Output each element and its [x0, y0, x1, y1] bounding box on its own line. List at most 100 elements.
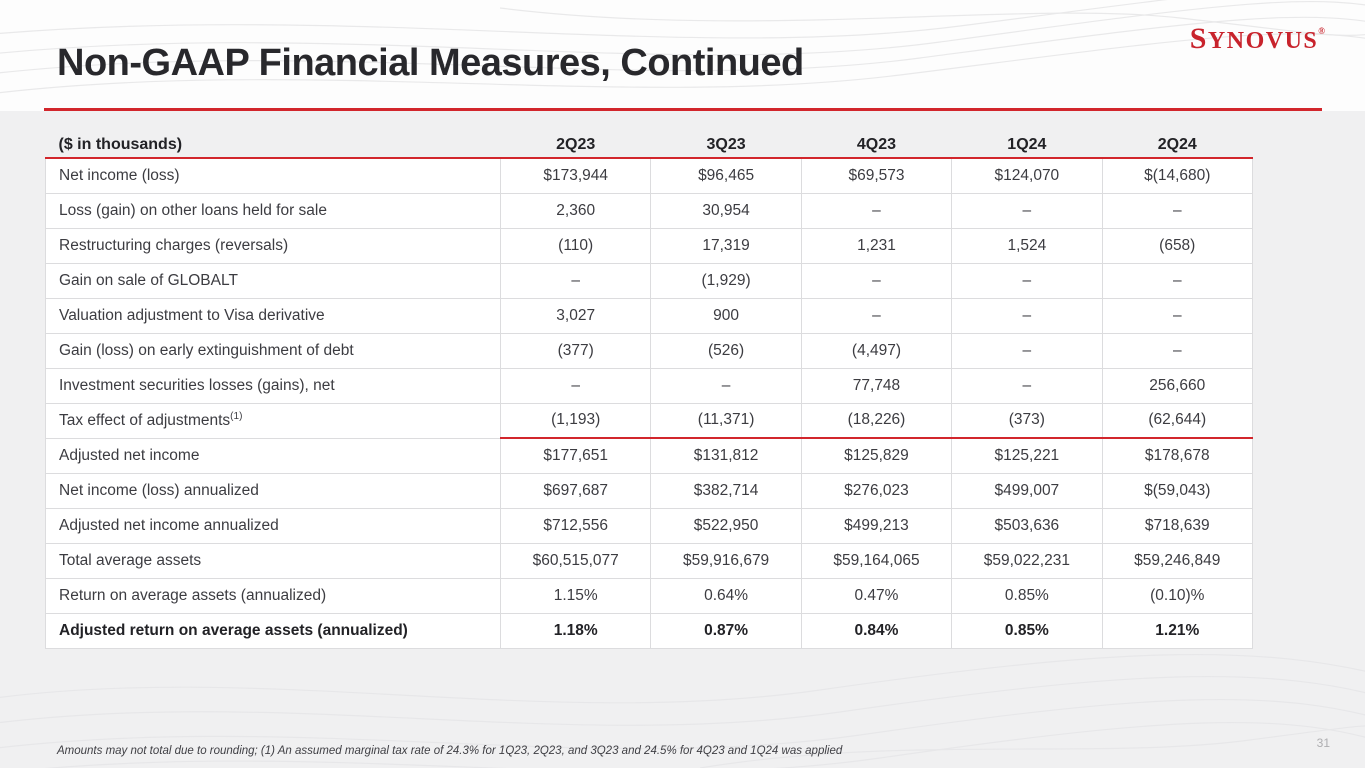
table-cell: 256,660: [1101, 368, 1253, 404]
table-cell: 3,027: [499, 298, 651, 334]
financial-table-container: ($ in thousands) 2Q23 3Q23 4Q23 1Q24 2Q24 Ne…: [45, 132, 1253, 649]
row-label: Net income (loss) annualized: [45, 473, 501, 509]
table-cell: $177,651: [499, 438, 651, 474]
table-row: Restructuring charges (reversals) (110) 17…: [45, 228, 1253, 264]
table-cell: 900: [650, 298, 802, 334]
table-cell: –: [951, 368, 1103, 404]
table-cell: $125,221: [951, 438, 1103, 474]
table-cell: $178,678: [1101, 438, 1253, 474]
table-row: Adjusted net income annualized $712,556 $5…: [45, 508, 1253, 544]
title-divider-rule: [44, 108, 1322, 111]
table-row: Valuation adjustment to Visa derivative 3…: [45, 298, 1253, 334]
table-cell: –: [499, 263, 651, 299]
table-cell: 0.64%: [650, 578, 802, 614]
table-cell: –: [1101, 193, 1253, 229]
table-row: Gain on sale of GLOBALT – (1,929) – – –: [45, 263, 1253, 299]
table-row: Investment securities losses (gains), ne…: [45, 368, 1253, 404]
table-cell: –: [1101, 298, 1253, 334]
table-cell: –: [800, 263, 952, 299]
table-cell: $499,007: [951, 473, 1103, 509]
table-cell: (18,226): [800, 403, 952, 439]
table-cell: (373): [951, 403, 1103, 439]
table-cell: $59,164,065: [800, 543, 952, 579]
financial-table: ($ in thousands) 2Q23 3Q23 4Q23 1Q24 2Q24 Ne…: [45, 132, 1253, 649]
table-cell: 0.87%: [650, 613, 802, 649]
table-row: Total average assets $60,515,077 $59,916,6…: [45, 543, 1253, 579]
table-cell: $60,515,077: [499, 543, 651, 579]
row-label: Valuation adjustment to Visa derivative: [45, 298, 501, 334]
table-cell: $131,812: [650, 438, 802, 474]
table-cell: $96,465: [650, 158, 802, 194]
table-row: Net income (loss) $173,944 $96,465 $69,573 $…: [45, 158, 1253, 194]
table-cell: (4,497): [800, 333, 952, 369]
table-cell: –: [1101, 263, 1253, 299]
table-cell: 0.85%: [951, 613, 1103, 649]
table-cell: $59,246,849: [1101, 543, 1253, 579]
row-label: Adjusted return on average assets (annua…: [45, 613, 501, 649]
row-label: Return on average assets (annualized): [45, 578, 501, 614]
column-header: 3Q23: [650, 132, 802, 159]
table-cell: $173,944: [499, 158, 651, 194]
table-cell: (110): [499, 228, 651, 264]
table-cell: –: [499, 368, 651, 404]
row-label: Restructuring charges (reversals): [45, 228, 501, 264]
table-body: Net income (loss) $173,944 $96,465 $69,573 $…: [45, 158, 1253, 649]
table-row: Net income (loss) annualized $697,687 $382…: [45, 473, 1253, 509]
row-label: Gain on sale of GLOBALT: [45, 263, 501, 299]
table-header-row: ($ in thousands) 2Q23 3Q23 4Q23 1Q24 2Q24: [45, 132, 1253, 159]
row-label: Tax effect of adjustments(1): [45, 403, 501, 439]
column-header: 2Q23: [500, 132, 651, 159]
table-cell: $124,070: [951, 158, 1103, 194]
table-row: Tax effect of adjustments(1) (1,193) (11,3…: [45, 403, 1253, 439]
table-cell: $(14,680): [1101, 158, 1253, 194]
row-label: Investment securities losses (gains), ne…: [45, 368, 501, 404]
table-cell: 17,319: [650, 228, 802, 264]
table-cell: $712,556: [499, 508, 651, 544]
column-header: 4Q23: [801, 132, 952, 159]
table-row: Adjusted net income $177,651 $131,812 $125,…: [45, 438, 1253, 474]
table-cell: $125,829: [800, 438, 952, 474]
footnote: Amounts may not total due to rounding; (…: [57, 745, 843, 757]
table-row: Adjusted return on average assets (annua…: [45, 613, 1253, 649]
table-cell: $276,023: [800, 473, 952, 509]
table-cell: $522,950: [650, 508, 802, 544]
logo-rest: YNOVUS: [1207, 28, 1319, 54]
table-cell: (11,371): [650, 403, 802, 439]
table-cell: $59,916,679: [650, 543, 802, 579]
table-cell: –: [650, 368, 802, 404]
table-cell: (526): [650, 333, 802, 369]
table-cell: (658): [1101, 228, 1253, 264]
footnote-reference: (1): [230, 411, 243, 422]
row-label: Gain (loss) on early extinguishment of d…: [45, 333, 501, 369]
table-cell: –: [951, 298, 1103, 334]
table-cell: $(59,043): [1101, 473, 1253, 509]
table-cell: 1.18%: [499, 613, 651, 649]
table-row: Loss (gain) on other loans held for sale…: [45, 193, 1253, 229]
table-cell: 0.47%: [800, 578, 952, 614]
table-row: Gain (loss) on early extinguishment of d…: [45, 333, 1253, 369]
column-header: 1Q24: [951, 132, 1103, 159]
table-cell: 1,524: [951, 228, 1103, 264]
table-cell: $69,573: [800, 158, 952, 194]
table-cell: (1,193): [499, 403, 651, 439]
row-label: Adjusted net income annualized: [45, 508, 501, 544]
table-cell: 1,231: [800, 228, 952, 264]
table-cell: 0.84%: [800, 613, 952, 649]
table-cell: (62,644): [1101, 403, 1253, 439]
column-header: 2Q24: [1102, 132, 1253, 159]
unit-label: ($ in thousands): [45, 132, 501, 159]
table-cell: (377): [499, 333, 651, 369]
row-label: Loss (gain) on other loans held for sale: [45, 193, 501, 229]
table-cell: 2,360: [499, 193, 651, 229]
logo-first-letter: S: [1189, 22, 1208, 55]
table-cell: $59,022,231: [951, 543, 1103, 579]
table-cell: 77,748: [800, 368, 952, 404]
table-cell: $718,639: [1101, 508, 1253, 544]
table-cell: $382,714: [650, 473, 802, 509]
table-cell: 30,954: [650, 193, 802, 229]
table-cell: –: [951, 333, 1103, 369]
table-cell: 1.15%: [499, 578, 651, 614]
table-cell: $503,636: [951, 508, 1103, 544]
table-row: Return on average assets (annualized) 1.1…: [45, 578, 1253, 614]
